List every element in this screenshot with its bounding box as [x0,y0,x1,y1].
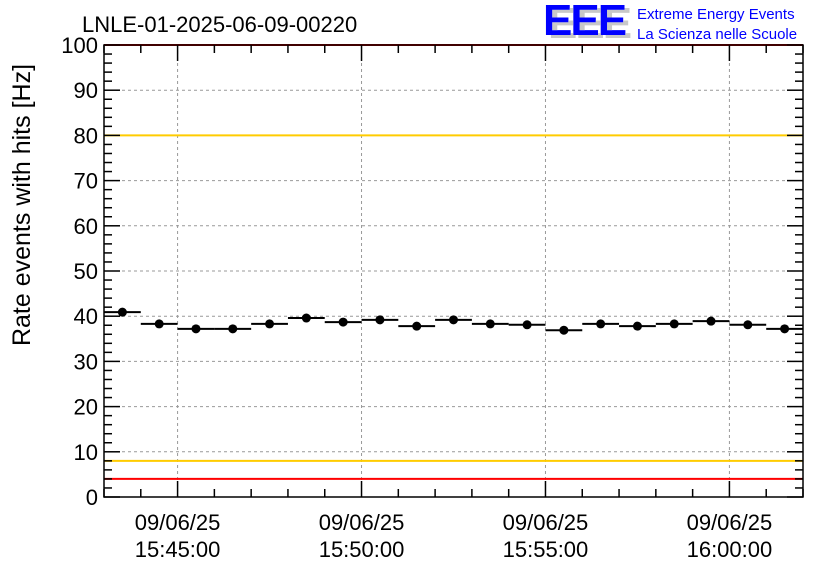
y-tick-label: 90 [74,78,98,103]
data-point [780,324,790,334]
logo-line2: La Scienza nelle Scuole [637,26,797,43]
data-point [743,320,753,330]
data-point [706,316,716,326]
data-point [522,320,532,330]
eee-logo: EEE Extreme Energy Events La Scienza nel… [543,0,797,45]
axes: 010203040506070809010009/06/2515:45:0009… [61,33,804,562]
y-tick-label: 100 [61,33,98,58]
x-tick-time: 15:50:00 [319,537,405,562]
y-tick-label: 20 [74,395,98,420]
x-tick-time: 15:55:00 [503,537,589,562]
data-point [117,307,127,317]
x-tick-time: 15:45:00 [135,537,221,562]
data-point [154,319,164,329]
data-point [596,319,606,329]
chart-title: LNLE-01-2025-06-09-00220 [82,12,357,37]
y-tick-label: 40 [74,304,98,329]
grid [104,45,803,497]
data-point [449,315,458,325]
data-point [375,315,385,325]
y-tick-label: 70 [74,169,98,194]
x-tick-date: 09/06/25 [135,510,221,535]
x-tick-date: 09/06/25 [687,510,773,535]
x-tick-date: 09/06/25 [319,510,405,535]
y-tick-label: 30 [74,349,98,374]
data-point [559,325,569,335]
data-point [338,317,348,327]
reference-lines [104,44,803,480]
y-axis-label: Rate events with hits [Hz] [8,64,36,346]
x-tick-time: 16:00:00 [687,537,773,562]
logo-letters: EEE [543,0,626,45]
data-point [265,319,275,329]
y-tick-label: 60 [74,214,98,239]
data-points [104,307,803,335]
y-tick-label: 10 [74,440,98,465]
data-point [669,319,679,329]
data-point [412,321,422,331]
data-point [632,321,642,331]
data-point [301,313,311,323]
data-point [485,319,495,329]
logo-line1: Extreme Energy Events [637,6,795,23]
y-tick-label: 80 [74,123,98,148]
y-tick-label: 50 [74,259,98,284]
data-point [228,324,238,334]
y-tick-label: 0 [86,485,98,510]
data-point [191,324,201,334]
x-tick-date: 09/06/25 [503,510,589,535]
